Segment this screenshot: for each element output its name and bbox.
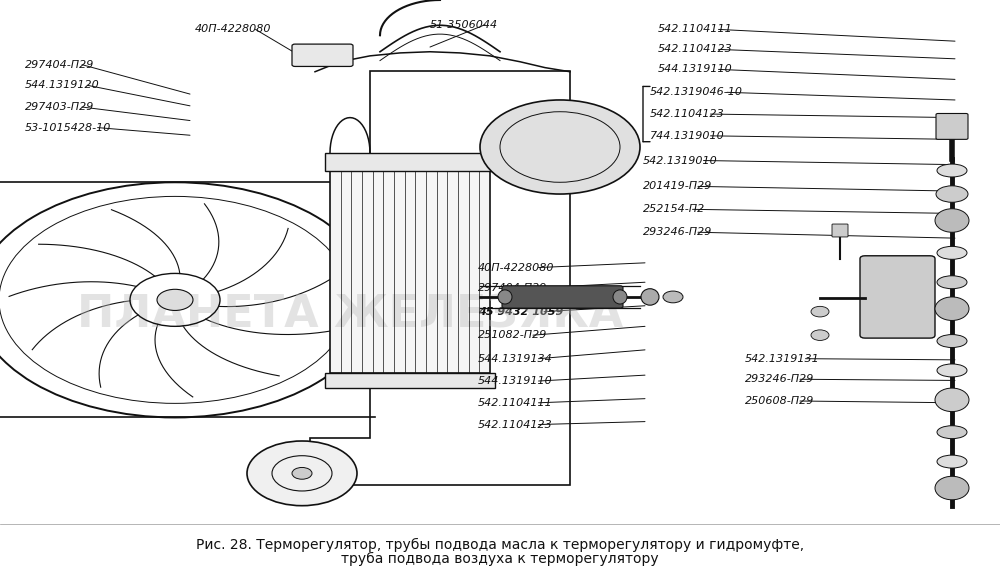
Text: 297404-П29: 297404-П29 bbox=[478, 283, 547, 293]
Ellipse shape bbox=[613, 290, 627, 304]
Ellipse shape bbox=[936, 186, 968, 202]
Text: 40П-4228080: 40П-4228080 bbox=[195, 24, 272, 35]
Text: 251082-П29: 251082-П29 bbox=[478, 330, 547, 340]
FancyBboxPatch shape bbox=[502, 286, 623, 308]
Text: труба подвода воздуха к терморегулятору: труба подвода воздуха к терморегулятору bbox=[341, 552, 659, 566]
Ellipse shape bbox=[498, 290, 512, 304]
Ellipse shape bbox=[935, 297, 969, 320]
Text: 544.1319110: 544.1319110 bbox=[478, 376, 553, 386]
Ellipse shape bbox=[937, 276, 967, 289]
Text: 250608-П29: 250608-П29 bbox=[745, 396, 814, 406]
Text: 542.1319010: 542.1319010 bbox=[643, 155, 718, 166]
Ellipse shape bbox=[937, 364, 967, 377]
Text: 201419-П29: 201419-П29 bbox=[643, 181, 712, 192]
Text: 542.1104123: 542.1104123 bbox=[650, 109, 725, 119]
Text: 293246-П29: 293246-П29 bbox=[745, 374, 814, 385]
Text: 40П-4228080: 40П-4228080 bbox=[478, 262, 554, 273]
Ellipse shape bbox=[937, 335, 967, 348]
FancyBboxPatch shape bbox=[292, 44, 353, 66]
Text: Рис. 28. Терморегулятор, трубы подвода масла к терморегулятору и гидромуфте,: Рис. 28. Терморегулятор, трубы подвода м… bbox=[196, 537, 804, 552]
Text: 53-1015428-10: 53-1015428-10 bbox=[25, 122, 111, 133]
Ellipse shape bbox=[937, 164, 967, 177]
Text: 542.1104123: 542.1104123 bbox=[478, 419, 553, 430]
Text: 744.1319010: 744.1319010 bbox=[650, 131, 725, 141]
Ellipse shape bbox=[937, 426, 967, 439]
Text: 544.1319120: 544.1319120 bbox=[25, 80, 100, 91]
Text: 51-3506044: 51-3506044 bbox=[430, 19, 498, 30]
Bar bbox=[325, 153, 495, 171]
Text: 252154-П2: 252154-П2 bbox=[643, 204, 705, 215]
Ellipse shape bbox=[641, 289, 659, 305]
Text: 542.1104111: 542.1104111 bbox=[478, 397, 553, 408]
Text: 297404-П29: 297404-П29 bbox=[25, 59, 94, 70]
FancyBboxPatch shape bbox=[860, 256, 935, 338]
Text: 544.1319134: 544.1319134 bbox=[478, 353, 553, 364]
Circle shape bbox=[811, 306, 829, 317]
Ellipse shape bbox=[480, 100, 640, 194]
Text: 542.1104123: 542.1104123 bbox=[658, 44, 733, 55]
Text: ПЛАНЕТА ЖЕЛЕЗЯКА: ПЛАНЕТА ЖЕЛЕЗЯКА bbox=[77, 293, 623, 336]
Bar bbox=[330, 171, 490, 373]
Ellipse shape bbox=[935, 388, 969, 412]
Circle shape bbox=[292, 467, 312, 479]
Text: 297403-П29: 297403-П29 bbox=[25, 102, 94, 112]
FancyBboxPatch shape bbox=[936, 113, 968, 139]
Text: 45 9432 1059: 45 9432 1059 bbox=[478, 306, 563, 317]
Text: 542.1319131: 542.1319131 bbox=[745, 353, 820, 364]
FancyBboxPatch shape bbox=[832, 224, 848, 237]
Circle shape bbox=[811, 330, 829, 340]
Ellipse shape bbox=[937, 455, 967, 468]
Circle shape bbox=[157, 289, 193, 310]
Circle shape bbox=[247, 441, 357, 506]
Circle shape bbox=[663, 291, 683, 303]
Text: 293246-П29: 293246-П29 bbox=[643, 227, 712, 238]
Ellipse shape bbox=[935, 476, 969, 500]
Text: 542.1319046-10: 542.1319046-10 bbox=[650, 87, 743, 98]
Ellipse shape bbox=[935, 209, 969, 232]
Text: 544.1319110: 544.1319110 bbox=[658, 64, 733, 75]
Text: 542.1104111: 542.1104111 bbox=[658, 24, 733, 35]
Ellipse shape bbox=[937, 246, 967, 259]
Bar bbox=[325, 373, 495, 388]
